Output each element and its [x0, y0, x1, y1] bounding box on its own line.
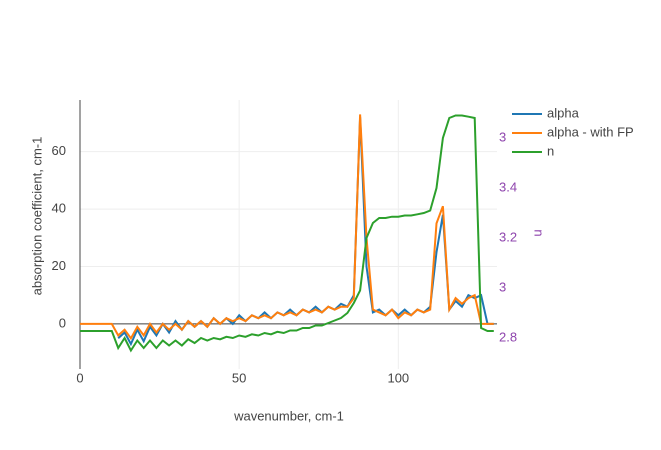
series-line	[80, 114, 494, 353]
legend-label: n	[547, 143, 554, 158]
y2-axis-title: n	[532, 229, 547, 236]
y-tick-label: 0	[59, 315, 66, 330]
y2-tick-label: 3	[499, 279, 506, 294]
x-tick-label: 0	[76, 370, 83, 385]
x-tick-label: 100	[387, 370, 409, 385]
y2-tick-label: 3	[499, 129, 506, 144]
y-axis-title: absorption coefficient, cm-1	[29, 137, 44, 296]
x-axis-title: wavenumber, cm-1	[233, 408, 344, 423]
y2-tick-label: 2.8	[499, 329, 517, 344]
legend-label: alpha	[547, 105, 580, 120]
y2-tick-label: 3.4	[499, 179, 517, 194]
y-tick-label: 60	[52, 143, 66, 158]
y2-tick-label: 3.2	[499, 229, 517, 244]
series-line	[80, 114, 494, 341]
x-tick-label: 50	[232, 370, 246, 385]
y-tick-label: 20	[52, 258, 66, 273]
y-tick-label: 40	[52, 201, 66, 216]
legend-label: alpha - with FP	[547, 124, 634, 139]
